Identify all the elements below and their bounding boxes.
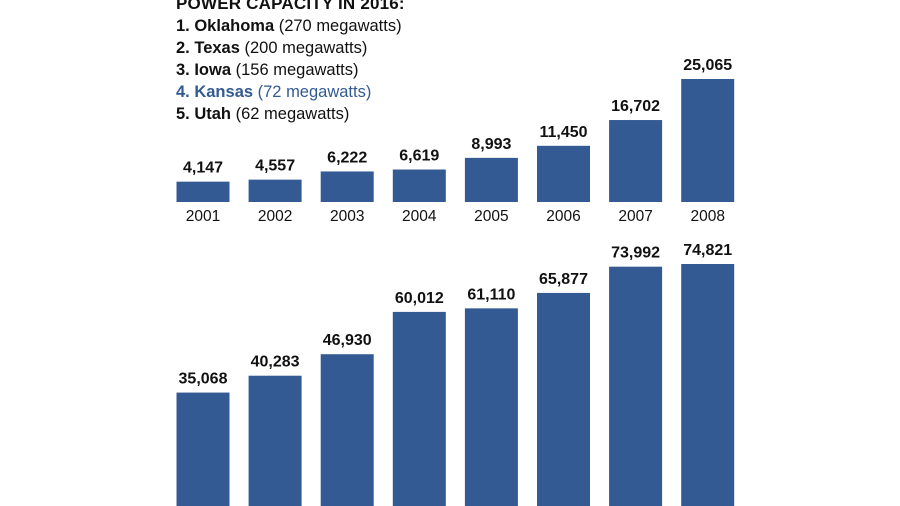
bottom-bar-chart: 35,068 40,283 46,930 60,012 61,110 65,877 73,9… <box>176 242 735 506</box>
data-label: 40,283 <box>251 354 300 371</box>
x-tick-label: 2008 <box>690 208 724 225</box>
x-tick-label: 2007 <box>618 208 652 225</box>
ranking-item: 1. Oklahoma (270 megawatts) <box>176 15 405 37</box>
x-tick-label: 2006 <box>546 208 580 225</box>
bar <box>392 311 446 506</box>
data-label: 16,702 <box>611 98 660 115</box>
ranking-item-detail: (270 megawatts) <box>274 17 402 35</box>
data-label: 8,993 <box>471 136 511 153</box>
data-label: 6,619 <box>399 148 439 165</box>
ranking-item-name: 2. Texas <box>176 39 240 57</box>
data-label: 11,450 <box>539 124 587 141</box>
bar <box>537 292 590 506</box>
data-label: 6,222 <box>327 149 367 166</box>
bar <box>320 354 374 506</box>
bar <box>609 120 663 202</box>
ranking-item-detail: (156 megawatts) <box>231 61 359 79</box>
x-tick-label: 2005 <box>474 208 508 225</box>
bar <box>609 266 663 506</box>
bar <box>176 392 230 506</box>
ranking-item-highlighted: 4. Kansas (72 megawatts) <box>176 81 405 103</box>
ranking-item: 2. Texas (200 megawatts) <box>176 37 405 59</box>
data-label: 25,065 <box>683 57 732 74</box>
bar <box>392 169 446 202</box>
bar <box>464 157 518 202</box>
ranking-item-detail: (72 megawatts) <box>253 83 372 101</box>
x-tick-label: 2001 <box>186 208 220 225</box>
top-bar-chart: 4,147 2001 4,557 2002 6,222 2003 6,619 2004 8,99… <box>176 57 735 225</box>
ranking-item: 5. Utah (62 megawatts) <box>176 103 405 125</box>
bar <box>537 145 590 202</box>
ranking-title: POWER CAPACITY IN 2016: <box>176 0 405 13</box>
data-label: 73,992 <box>611 245 660 262</box>
bar <box>248 375 302 506</box>
data-label: 61,110 <box>467 286 515 303</box>
data-label: 4,147 <box>183 160 223 177</box>
ranking-item-name: 1. Oklahoma <box>176 17 275 35</box>
ranking-item-detail: (200 megawatts) <box>239 39 368 57</box>
bar <box>681 79 735 202</box>
data-label: 35,068 <box>179 371 228 388</box>
ranking-item-detail: (62 megawatts) <box>231 105 350 123</box>
bar <box>320 171 374 202</box>
ranking-list: POWER CAPACITY IN 2016: 1. Oklahoma (270… <box>176 0 405 125</box>
ranking-item-name: 4. Kansas <box>176 83 254 101</box>
data-label: 65,877 <box>539 271 588 288</box>
bar <box>248 179 302 202</box>
data-label: 74,821 <box>683 242 732 259</box>
x-tick-label: 2004 <box>402 208 437 225</box>
bar <box>176 181 230 202</box>
data-label: 46,930 <box>323 332 372 349</box>
bar <box>464 308 518 506</box>
ranking-item-name: 5. Utah <box>176 105 232 123</box>
data-label: 4,557 <box>255 158 295 175</box>
x-tick-label: 2002 <box>258 208 292 225</box>
data-label: 60,012 <box>395 290 444 307</box>
x-tick-label: 2003 <box>330 208 364 225</box>
bar <box>681 264 735 506</box>
ranking-item: 3. Iowa (156 megawatts) <box>176 59 405 81</box>
ranking-item-name: 3. Iowa <box>176 61 232 79</box>
